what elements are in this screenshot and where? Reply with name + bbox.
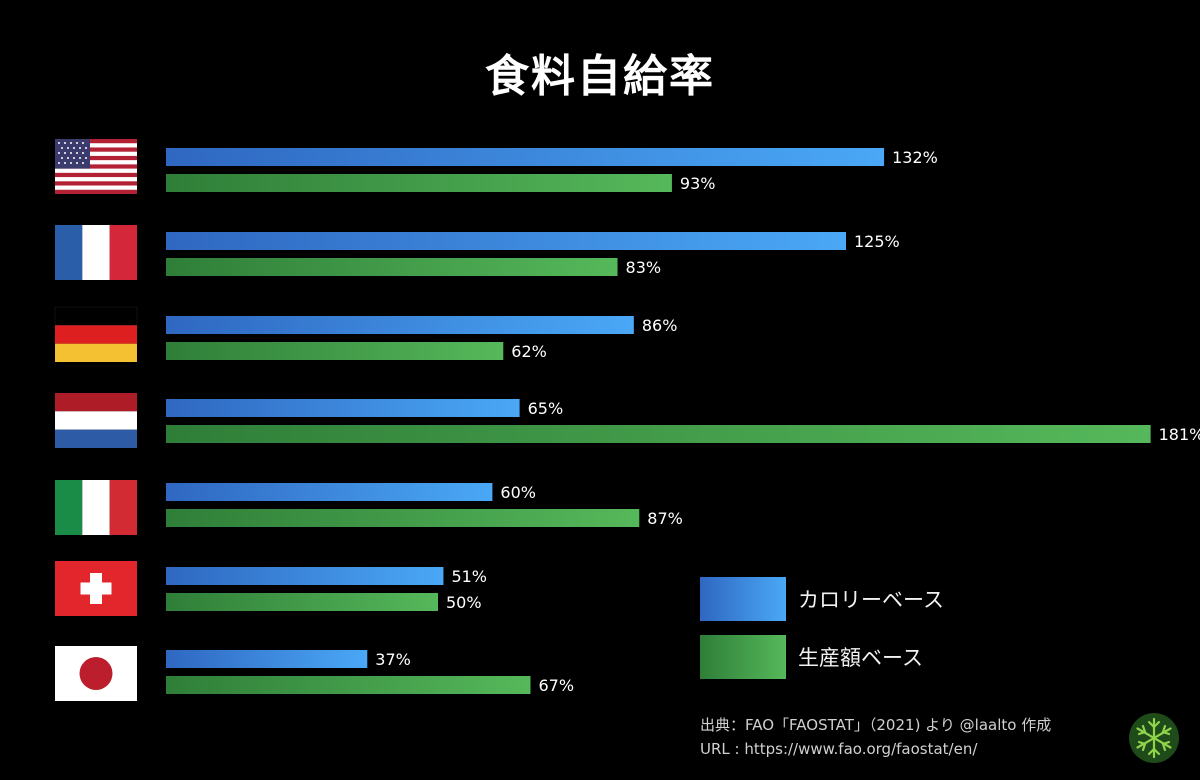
source-citation: 出典：FAO「FAOSTAT」（2021) より @laalto 作成 [700,716,1052,734]
value-label-production-netherlands: 181% [1159,425,1200,444]
bar-calorie-us [166,148,885,166]
bar-calorie-switzerland [166,567,444,585]
legend-label-production: 生産額ベース [798,646,923,670]
value-label-calorie-japan: 37% [375,650,411,669]
value-label-production-us: 93% [680,174,716,193]
bar-production-italy [166,509,640,527]
bars-layer: 132% 93% 125% 83% 86% 62% 65% 181% 60% 87% 51% 50% 3… [166,148,1200,695]
bar-calorie-germany [166,316,634,334]
chart-title: 食料自給率 [485,51,715,102]
value-label-production-france: 83% [626,258,662,277]
bar-production-germany [166,342,504,360]
us-flag [55,139,137,194]
france-flag [55,225,137,280]
switzerland-flag [55,561,137,616]
bar-calorie-italy [166,483,493,501]
value-label-calorie-switzerland: 51% [451,567,487,586]
value-label-production-switzerland: 50% [446,593,482,612]
netherlands-flag [55,393,137,448]
bar-production-switzerland [166,593,438,611]
bar-calorie-france [166,232,846,250]
bar-production-france [166,258,618,276]
value-label-calorie-germany: 86% [642,316,678,335]
value-label-calorie-france: 125% [854,232,900,251]
legend-swatch-calorie [700,577,786,621]
value-label-production-germany: 62% [511,342,547,361]
germany-flag [54,306,138,362]
legend-swatch-production [700,635,786,679]
bar-calorie-japan [166,650,368,668]
value-label-production-italy: 87% [647,509,683,528]
bar-calorie-netherlands [166,399,520,417]
source-url: URL : https://www.fao.org/faostat/en/ [700,740,978,758]
value-label-production-japan: 67% [538,676,574,695]
italy-flag [55,480,137,535]
legend-item-calorie: カロリーベース [700,577,944,621]
value-label-calorie-netherlands: 65% [528,399,564,418]
bar-production-us [166,174,672,192]
legend-label-calorie: カロリーベース [798,588,944,612]
legend-item-production: 生産額ベース [700,635,923,679]
bar-production-netherlands [166,425,1151,443]
value-label-calorie-italy: 60% [500,483,536,502]
snowflake-logo-icon [1129,713,1179,763]
value-label-calorie-us: 132% [892,148,938,167]
japan-flag [55,646,137,701]
bar-production-japan [166,676,531,694]
